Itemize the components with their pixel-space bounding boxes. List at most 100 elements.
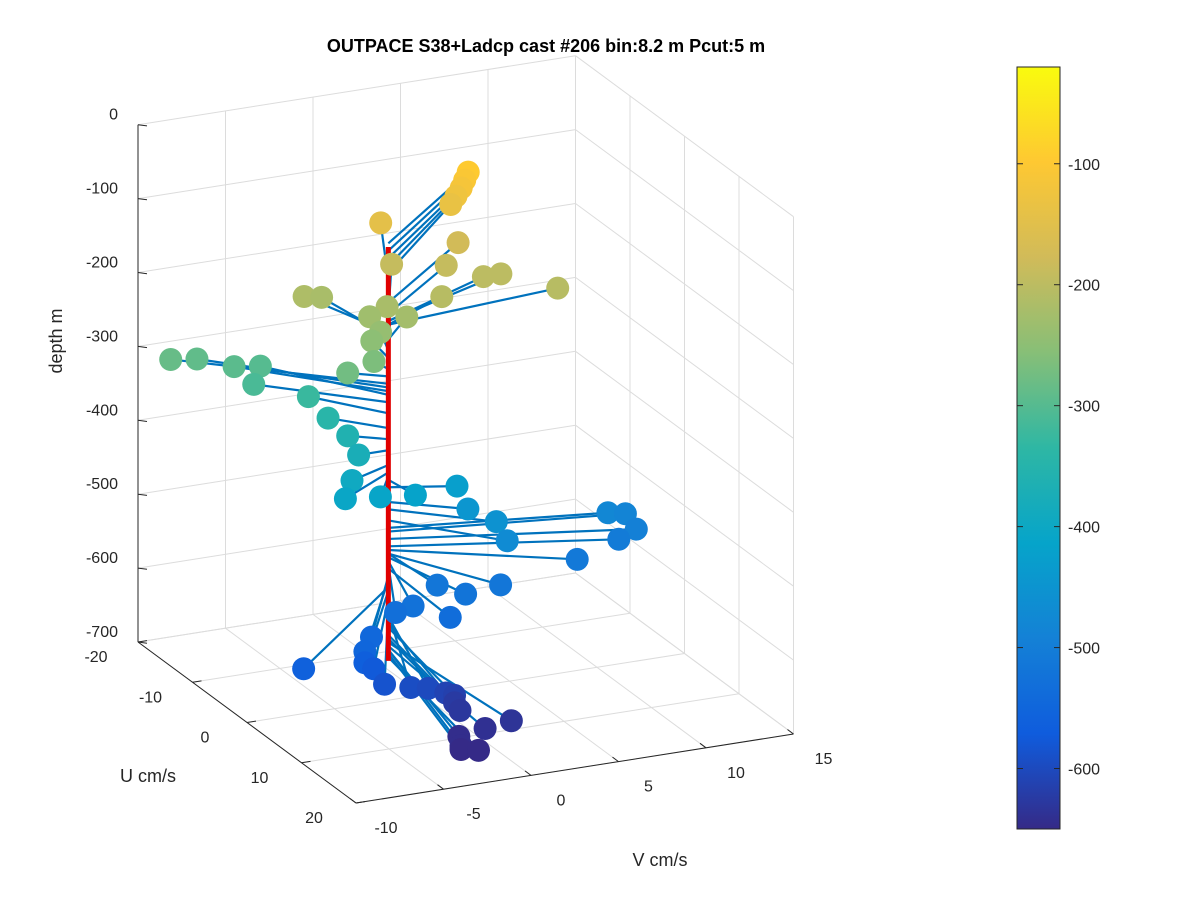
data-point (296, 385, 320, 409)
data-point (292, 284, 316, 308)
stick-line (387, 241, 459, 304)
grid-line-backwall-z (137, 276, 576, 347)
colorbar-ticks: -100 -200 -300 -400 -500 -600 (1017, 157, 1100, 779)
grid-line-backwall-z (137, 203, 576, 273)
y-tick-label: 10 (251, 770, 269, 787)
data-point (448, 698, 472, 722)
y-tick-mark (355, 801, 366, 804)
data-point (430, 285, 454, 309)
x-axis-label: V cm/s (632, 850, 687, 870)
stick-line (260, 365, 389, 396)
plot-data (159, 160, 648, 762)
x-axis-line (355, 733, 794, 804)
data-point (347, 443, 371, 467)
x-tick-label: 15 (815, 751, 833, 768)
stick-line (387, 641, 512, 722)
data-point (456, 497, 480, 521)
data-point (454, 582, 478, 606)
z-tick-label: -500 (86, 476, 118, 493)
y-tick-label: 0 (201, 730, 210, 747)
z-tick-mark (137, 493, 148, 496)
data-point (222, 355, 246, 379)
x-tick-mark (699, 742, 707, 749)
grid-line-floor-u (192, 612, 631, 683)
colorbar-tick-label: -200 (1068, 278, 1100, 295)
data-point (242, 372, 266, 396)
data-point (471, 265, 495, 289)
stick-line (388, 508, 497, 523)
grid-line-backwall-z (137, 498, 576, 569)
z-tick-label: -700 (86, 624, 118, 641)
grid-line-floor-u (246, 653, 685, 723)
data-point (185, 347, 209, 371)
axis-lines (137, 124, 794, 804)
grid-line-backwall-z (137, 129, 576, 200)
stick-line (302, 586, 390, 670)
x-tick-label: 0 (557, 792, 566, 809)
x-tick-label: -10 (374, 820, 397, 837)
z-tick-mark (137, 124, 148, 127)
y-tick-mark (301, 760, 311, 764)
colorbar-tick-label: -400 (1068, 520, 1100, 537)
x-tick-mark (787, 729, 794, 735)
data-point (401, 594, 425, 618)
stick-line (387, 567, 451, 619)
data-point (375, 295, 399, 319)
data-point (395, 305, 419, 329)
data-point (624, 517, 648, 541)
x-tick-mark (437, 784, 444, 790)
grid-line-sidewall-z (575, 424, 794, 587)
data-point (596, 501, 620, 525)
data-point (439, 192, 463, 216)
data-point (449, 737, 473, 761)
z-tick-label: -300 (86, 328, 118, 345)
y-axis-label: U cm/s (120, 766, 176, 786)
y-tick-label: 20 (305, 810, 323, 827)
colorbar-gradient (1016, 66, 1061, 830)
data-point (473, 717, 497, 741)
data-point (446, 231, 470, 255)
data-point (467, 738, 490, 762)
y-tick-mark (192, 680, 202, 683)
data-point (484, 510, 508, 534)
stick-line (308, 395, 389, 415)
grid-line-sidewall-z (575, 55, 794, 218)
data-point (546, 276, 570, 300)
data-point (565, 547, 589, 571)
data-point (316, 406, 340, 430)
data-point (248, 354, 272, 378)
z-axis-label: depth m (46, 308, 66, 373)
x-tick-mark (349, 798, 357, 804)
x-tick-label: -5 (466, 806, 480, 823)
stick-line (388, 500, 468, 511)
x-tick-label: 10 (727, 765, 745, 782)
z-tick-label: 0 (109, 107, 118, 124)
data-point (399, 675, 423, 699)
grid-line-backwall-z (137, 55, 576, 126)
data-point (445, 474, 469, 498)
stick-line (387, 616, 430, 689)
z-tick-label: -100 (86, 181, 118, 198)
colorbar-tick-label: -100 (1068, 157, 1100, 174)
stick-lines (170, 171, 637, 752)
z-tick-mark (137, 198, 148, 201)
data-point (438, 605, 462, 629)
stick-line (388, 552, 501, 586)
stick-line (253, 383, 389, 404)
y-tick-label: -10 (139, 689, 162, 706)
data-point (336, 361, 360, 385)
data-point (362, 349, 386, 373)
stick-line (387, 556, 467, 596)
data-point (159, 347, 183, 371)
data-point (403, 483, 427, 507)
z-tick-mark (137, 272, 148, 275)
y-tick-mark (246, 720, 257, 723)
data-point (340, 469, 364, 493)
z-tick-label: -600 (86, 550, 118, 567)
grid-line-sidewall-z (575, 203, 794, 365)
x-tick-label: 5 (644, 779, 653, 796)
data-point (368, 485, 392, 509)
data-point (425, 573, 449, 597)
colorbar-tick-label: -300 (1068, 399, 1100, 416)
